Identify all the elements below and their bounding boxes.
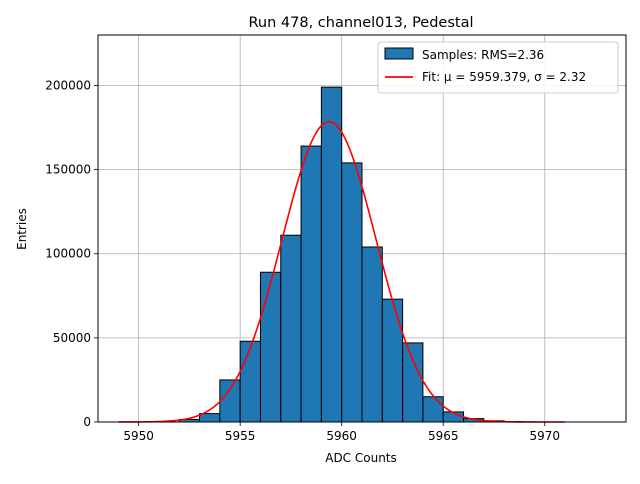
histogram-bar [301, 146, 321, 422]
histogram-bar [220, 380, 240, 422]
x-axis-label: ADC Counts [325, 451, 397, 465]
y-axis-label: Entries [15, 208, 29, 250]
chart-title: Run 478, channel013, Pedestal [248, 15, 473, 31]
legend-label-samples: Samples: RMS=2.36 [422, 48, 544, 62]
y-tick-label: 50000 [53, 331, 91, 345]
histogram-bar [342, 163, 362, 422]
x-tick-label: 5950 [123, 429, 154, 443]
histogram-bar [281, 235, 301, 422]
histogram-bar [321, 87, 341, 422]
y-tick-label: 0 [83, 415, 91, 429]
x-tick-label: 5955 [225, 429, 256, 443]
legend-histogram-swatch [385, 48, 413, 59]
legend: Samples: RMS=2.36 Fit: μ = 5959.379, σ =… [378, 42, 618, 93]
y-tick-label: 100000 [45, 247, 91, 261]
y-tick-label: 200000 [45, 78, 91, 92]
histogram-bar [260, 272, 280, 422]
histogram-bar [200, 414, 220, 422]
histogram-bar [423, 397, 443, 422]
y-tick-label: 150000 [45, 163, 91, 177]
x-tick-label: 5965 [428, 429, 459, 443]
legend-label-fit: Fit: μ = 5959.379, σ = 2.32 [422, 70, 586, 84]
histogram-bar [403, 343, 423, 422]
histogram-bar [382, 299, 402, 422]
x-tick-label: 5960 [326, 429, 357, 443]
x-tick-label: 5970 [529, 429, 560, 443]
histogram-bar [240, 341, 260, 422]
histogram-bar [362, 247, 382, 422]
